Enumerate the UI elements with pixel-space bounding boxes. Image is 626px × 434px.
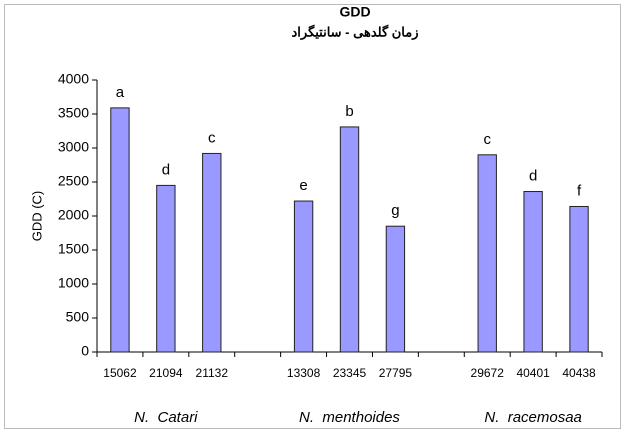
x-tick-label: 15062 (103, 366, 137, 380)
y-tick-label: 2500 (58, 173, 89, 189)
bar (477, 154, 497, 353)
x-tick-label: 21132 (196, 366, 229, 380)
y-tick-label: 3500 (58, 105, 89, 121)
bar-letter: e (299, 177, 307, 194)
bar (202, 152, 222, 353)
bar-letter: d (529, 167, 537, 184)
bar (293, 200, 314, 353)
y-axis-label: GDD (C) (29, 191, 44, 242)
bar-letter: d (162, 161, 170, 178)
bar (156, 184, 176, 353)
x-tick-label: 21094 (149, 366, 183, 380)
bar-letter: g (391, 202, 399, 219)
y-tick-label: 3000 (58, 139, 89, 155)
bar-letter: a (116, 84, 125, 101)
chart-title: GDD (339, 4, 370, 20)
x-tick-label: 23345 (333, 366, 367, 380)
group-label: N. menthoides (299, 409, 400, 426)
bar-letter: c (483, 131, 491, 148)
bar-letter: b (345, 103, 353, 120)
x-tick-label: 13308 (287, 366, 321, 380)
x-tick-label: 27795 (379, 366, 413, 380)
chart-subtitle: زمان گلدهی - سانتیگراد (292, 23, 419, 40)
bar (110, 107, 130, 353)
bar-letter: f (577, 182, 582, 199)
y-tick-label: 2000 (58, 207, 89, 223)
y-tick-label: 500 (66, 309, 90, 325)
bar (569, 205, 589, 353)
y-tick-label: 0 (81, 343, 89, 359)
bar (523, 191, 543, 353)
y-tick-label: 1500 (58, 241, 89, 257)
x-tick-label: 29672 (471, 366, 505, 380)
y-tick-label: 1000 (58, 275, 89, 291)
bar (339, 126, 360, 353)
group-label: N. Catari (134, 409, 198, 426)
x-tick-label: 40438 (562, 366, 596, 380)
x-tick-label: 40401 (516, 366, 550, 380)
group-label: N. racemosaa (484, 409, 582, 426)
y-tick-label: 4000 (58, 71, 89, 87)
bar (385, 225, 406, 353)
bar-letter: c (208, 129, 216, 146)
